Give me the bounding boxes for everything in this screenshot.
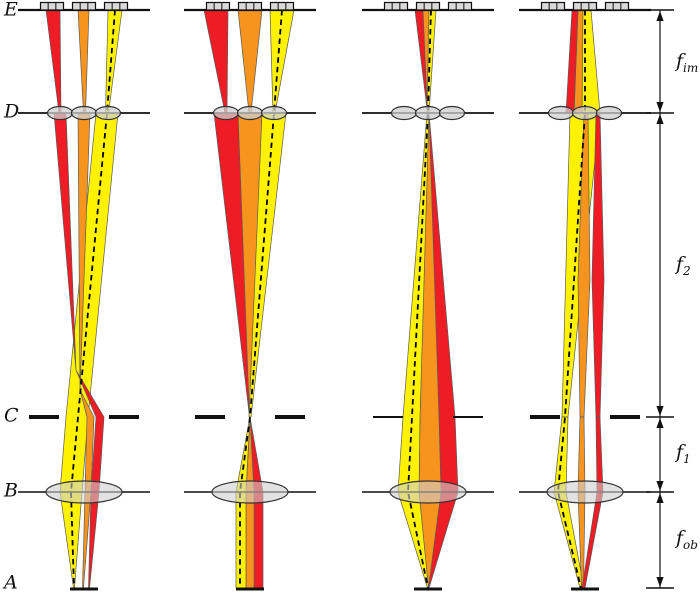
ray-bundle-orange bbox=[237, 9, 263, 114]
focal-label-f-im: fim bbox=[676, 50, 699, 75]
objective-lens bbox=[389, 480, 467, 504]
chief-ray-dashed bbox=[407, 9, 432, 589]
sensor-array bbox=[383, 1, 409, 11]
sensor-array bbox=[604, 1, 630, 11]
lenslet bbox=[414, 105, 442, 121]
sensor-array bbox=[540, 1, 566, 11]
sensor-array bbox=[237, 1, 263, 11]
objective-lens bbox=[45, 480, 123, 504]
level-label-C: C bbox=[4, 404, 19, 427]
lenslet bbox=[547, 105, 575, 121]
focal-label-f-2: f2 bbox=[676, 253, 691, 278]
aperture-stop-bar bbox=[275, 415, 305, 419]
chief-ray-dashed bbox=[557, 10, 586, 589]
lenslet bbox=[438, 105, 466, 121]
lenslet bbox=[595, 105, 623, 121]
dimension-arrowhead-down bbox=[656, 577, 664, 587]
lenslet bbox=[46, 105, 74, 121]
sensor-array bbox=[71, 1, 97, 11]
objective-lens bbox=[546, 480, 624, 504]
ray-bundle-orange bbox=[77, 9, 90, 114]
focal-label-f-ob: fob bbox=[676, 527, 698, 552]
ray-bundle-red bbox=[53, 112, 77, 371]
sensor-array bbox=[205, 1, 231, 11]
sensor-array bbox=[103, 1, 129, 11]
level-label-A: A bbox=[4, 571, 18, 594]
lenslet bbox=[70, 105, 98, 121]
sensor-array bbox=[269, 1, 295, 11]
ray-bundle-red bbox=[203, 9, 229, 114]
level-label-B: B bbox=[4, 479, 18, 502]
level-label-D: D bbox=[4, 100, 20, 123]
objective-lens bbox=[211, 480, 289, 504]
sensor-array bbox=[415, 1, 441, 11]
dimension-arrowhead-up bbox=[656, 493, 664, 503]
focal-label-f-1: f1 bbox=[676, 441, 691, 466]
dimension-arrowhead-down bbox=[656, 102, 664, 112]
lenslet bbox=[236, 105, 264, 121]
sensor-array bbox=[572, 1, 598, 11]
lenslet bbox=[571, 105, 599, 121]
chief-ray-dashed bbox=[70, 9, 116, 589]
aperture-stop-bar bbox=[29, 415, 59, 419]
dimension-arrowhead-up bbox=[656, 418, 664, 428]
sensor-array bbox=[447, 1, 473, 11]
sensor-array bbox=[39, 1, 65, 11]
dimension-arrowhead-down bbox=[656, 481, 664, 491]
dimension-arrowhead-up bbox=[656, 114, 664, 124]
aperture-stop-bar bbox=[610, 415, 640, 419]
ray-bundle-red bbox=[45, 9, 62, 114]
dimension-arrowhead-down bbox=[656, 406, 664, 416]
chief-ray-dashed bbox=[239, 9, 283, 588]
level-label-E: E bbox=[4, 0, 18, 21]
aperture-stop-bar bbox=[453, 416, 483, 418]
dimension-arrowhead-up bbox=[656, 11, 664, 21]
lenslet bbox=[260, 105, 288, 121]
aperture-stop-bar bbox=[530, 415, 560, 419]
lenslet bbox=[390, 105, 418, 121]
lenslet bbox=[94, 105, 122, 121]
ray-bundle-yellow bbox=[269, 9, 295, 114]
aperture-stop-bar bbox=[373, 416, 403, 418]
aperture-stop-bar bbox=[195, 415, 225, 419]
lenslet bbox=[212, 105, 240, 121]
aperture-stop-bar bbox=[109, 415, 139, 419]
